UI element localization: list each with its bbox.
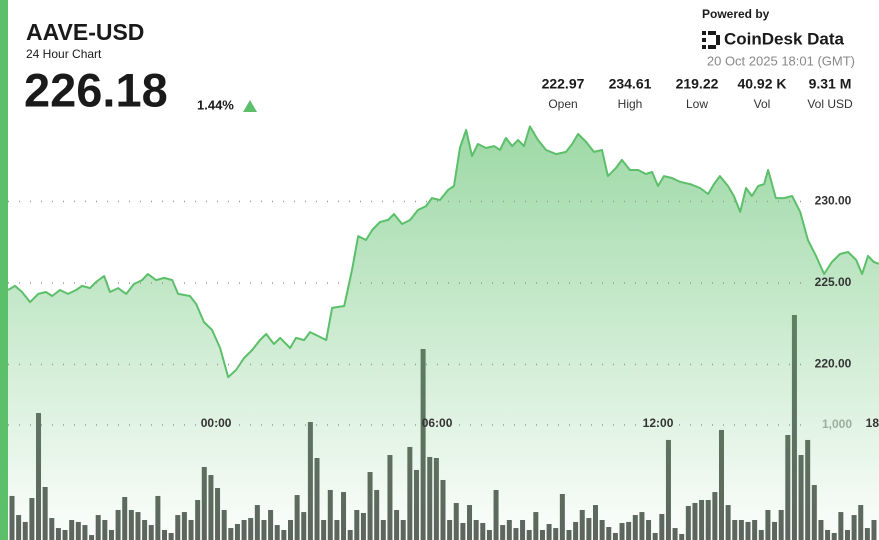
timestamp: 20 Oct 2025 18:01 (GMT)	[707, 53, 855, 68]
accent-bar	[0, 0, 8, 540]
title: AAVE-USD	[26, 19, 144, 45]
price: 226.18	[24, 63, 168, 116]
stat-value: 40.92 K	[737, 76, 786, 92]
x-tick-label: 06:00	[422, 416, 453, 430]
change: 1.44%	[197, 97, 234, 112]
area-fill	[8, 126, 879, 540]
subtitle: 24 Hour Chart	[26, 47, 102, 61]
stat-label: Low	[686, 97, 708, 111]
stat-value: 9.31 M	[809, 76, 852, 92]
price-line	[7, 125, 879, 379]
brand: CoinDesk Data	[724, 29, 845, 48]
brand-logo	[702, 31, 720, 49]
y-tick-label: 230.00	[815, 194, 852, 208]
powered-by: Powered by	[702, 7, 770, 21]
stat-value: 222.97	[542, 76, 585, 92]
stats: 222.97 Open 234.61 High 219.22 Low 40.92 K Vol 9…	[542, 76, 853, 111]
up-arrow	[243, 100, 257, 112]
stat-label: Vol	[754, 97, 771, 111]
stat-value: 234.61	[609, 76, 652, 92]
stat-label: High	[618, 97, 643, 111]
y-tick-label: 225.00	[815, 275, 852, 289]
x-tick-label: 00:00	[201, 416, 232, 430]
stat-label: Open	[548, 97, 577, 111]
stat-value: 219.22	[676, 76, 719, 92]
y-tick-label: 220.00	[815, 357, 852, 371]
x-tick-label: 12:00	[643, 416, 674, 430]
x-tick-label: 18	[866, 416, 879, 430]
stat-label: Vol USD	[807, 97, 853, 111]
